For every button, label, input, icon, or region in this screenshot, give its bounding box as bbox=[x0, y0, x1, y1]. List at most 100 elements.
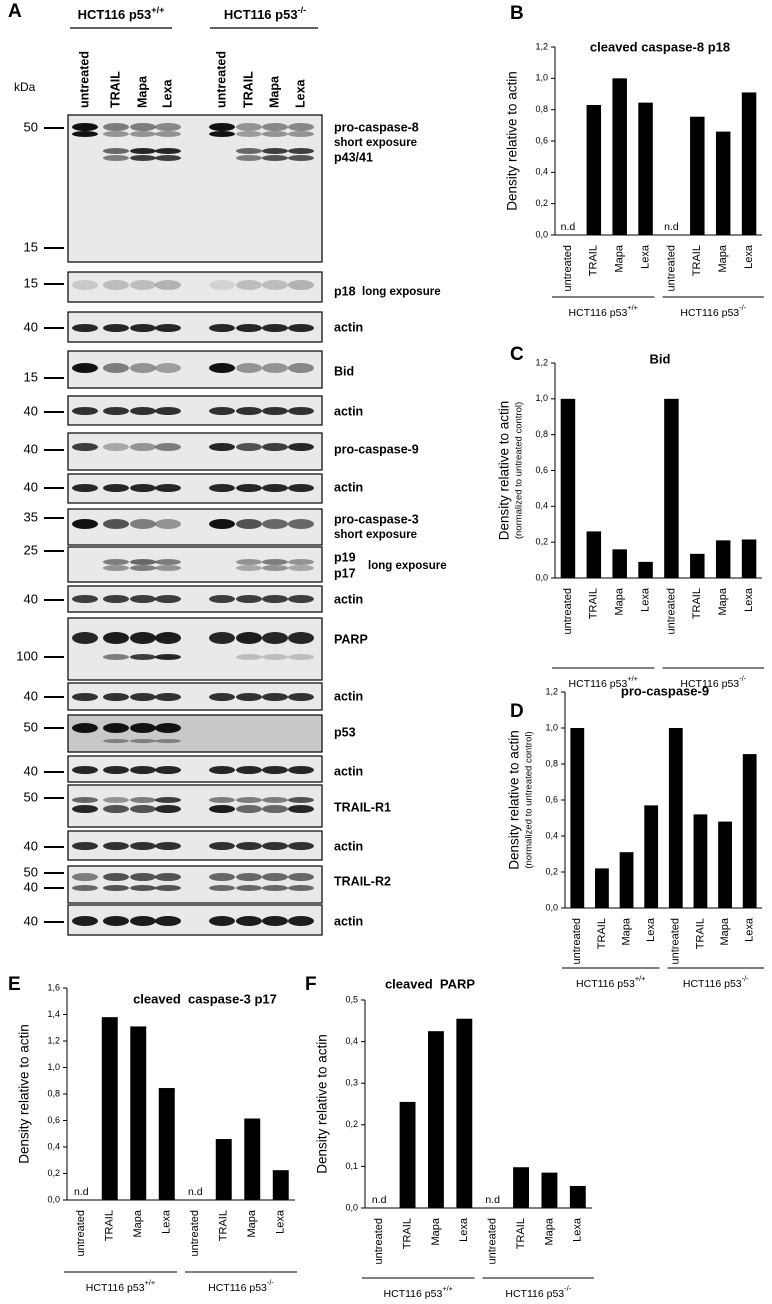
band bbox=[72, 805, 98, 813]
marker-label: 40 bbox=[24, 913, 38, 928]
band bbox=[262, 280, 288, 290]
y-tick-label: 0,0 bbox=[345, 1202, 358, 1212]
x-tick-label: Mapa bbox=[717, 587, 729, 615]
y-tick-label: 0,0 bbox=[535, 572, 548, 582]
group-label: HCT116 p53+/+ bbox=[569, 303, 638, 318]
band-label: actin bbox=[334, 592, 363, 606]
band bbox=[130, 885, 156, 891]
band bbox=[155, 693, 181, 701]
band bbox=[72, 842, 98, 850]
band bbox=[262, 654, 288, 660]
marker-label: 40 bbox=[24, 879, 38, 894]
panel-letter: F bbox=[305, 974, 317, 995]
group-label-sup: -/- bbox=[739, 674, 746, 683]
band bbox=[236, 885, 262, 891]
band bbox=[155, 766, 181, 774]
band bbox=[72, 693, 98, 701]
lane-label: Lexa bbox=[293, 78, 307, 108]
band bbox=[236, 484, 262, 492]
y-tick-label: 0,2 bbox=[545, 866, 558, 876]
band-label: long exposure bbox=[362, 286, 441, 298]
band bbox=[130, 363, 156, 373]
band bbox=[103, 885, 129, 891]
band bbox=[262, 155, 288, 161]
group-label-text: HCT116 p53 bbox=[576, 978, 635, 990]
band bbox=[72, 723, 98, 733]
band bbox=[155, 155, 181, 161]
band bbox=[236, 559, 262, 565]
band bbox=[155, 595, 181, 603]
band bbox=[209, 595, 235, 603]
y-tick-label: 0,3 bbox=[345, 1078, 358, 1088]
band bbox=[288, 148, 314, 154]
bar bbox=[741, 92, 757, 235]
lane-label: untreated bbox=[77, 51, 91, 108]
group-label-text: HCT116 p53 bbox=[505, 1288, 564, 1300]
band bbox=[155, 739, 181, 743]
band bbox=[236, 407, 262, 415]
band bbox=[236, 797, 262, 803]
group-label: HCT116 p53+/+ bbox=[569, 674, 638, 689]
band bbox=[72, 632, 98, 644]
bar bbox=[570, 728, 585, 908]
band bbox=[288, 443, 314, 451]
y-tick-label: 1,0 bbox=[47, 1062, 60, 1072]
marker-label: 50 bbox=[24, 119, 38, 134]
band bbox=[130, 873, 156, 881]
bar bbox=[272, 1170, 289, 1200]
x-tick-label: Mapa bbox=[614, 587, 626, 615]
y-tick-label: 0,6 bbox=[545, 794, 558, 804]
band bbox=[155, 484, 181, 492]
band bbox=[72, 873, 98, 881]
band bbox=[103, 407, 129, 415]
band bbox=[262, 324, 288, 332]
band bbox=[155, 443, 181, 451]
y-tick-label: 0,4 bbox=[535, 501, 548, 511]
band-label: PARP bbox=[334, 632, 368, 646]
band bbox=[103, 123, 129, 131]
bar bbox=[244, 1118, 261, 1200]
band bbox=[236, 805, 262, 813]
band bbox=[155, 324, 181, 332]
group-label-text: HCT116 p53 bbox=[569, 307, 628, 319]
group-label-text: HCT116 p53 bbox=[208, 1282, 267, 1294]
x-tick-label: Lexa bbox=[161, 1209, 173, 1234]
band bbox=[155, 916, 181, 926]
band bbox=[103, 155, 129, 161]
band bbox=[155, 148, 181, 154]
band bbox=[72, 484, 98, 492]
band bbox=[262, 484, 288, 492]
x-tick-label: TRAIL bbox=[515, 1218, 527, 1249]
y-tick-label: 0,8 bbox=[535, 429, 548, 439]
x-tick-label: Mapa bbox=[719, 917, 731, 945]
band bbox=[209, 280, 235, 290]
group-label-sup: +/+ bbox=[442, 1284, 453, 1293]
band bbox=[209, 484, 235, 492]
band bbox=[288, 632, 314, 644]
band bbox=[209, 916, 235, 926]
lane-label: TRAIL bbox=[108, 71, 122, 108]
band bbox=[72, 407, 98, 415]
band bbox=[262, 842, 288, 850]
blot bbox=[67, 271, 323, 303]
band bbox=[262, 565, 288, 571]
group-label-sup: -/- bbox=[739, 303, 746, 312]
band bbox=[209, 873, 235, 881]
y-tick-label: 0,4 bbox=[535, 167, 548, 177]
band-label: TRAIL-R2 bbox=[334, 874, 391, 888]
band bbox=[288, 916, 314, 926]
bar bbox=[513, 1167, 530, 1208]
band bbox=[103, 916, 129, 926]
y-tick-label: 0,0 bbox=[545, 902, 558, 912]
x-tick-label: untreated bbox=[571, 918, 583, 964]
band bbox=[103, 559, 129, 565]
band bbox=[262, 131, 288, 137]
band bbox=[209, 805, 235, 813]
marker-label: 15 bbox=[24, 275, 38, 290]
band bbox=[288, 873, 314, 881]
band bbox=[236, 632, 262, 644]
x-tick-label: Mapa bbox=[543, 1217, 555, 1245]
y-tick-label: 0,2 bbox=[345, 1119, 358, 1129]
bar bbox=[718, 821, 732, 908]
band bbox=[262, 766, 288, 774]
